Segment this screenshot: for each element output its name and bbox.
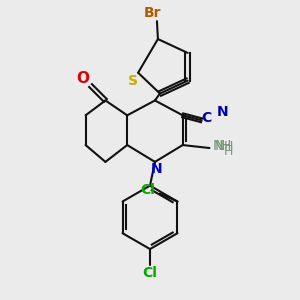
Text: H: H bbox=[223, 140, 233, 152]
Text: N: N bbox=[151, 162, 163, 176]
Text: H: H bbox=[223, 146, 233, 158]
Text: H: H bbox=[221, 139, 232, 153]
Text: Cl: Cl bbox=[142, 266, 158, 280]
Text: N: N bbox=[217, 105, 228, 119]
Text: C: C bbox=[201, 111, 212, 125]
Text: Br: Br bbox=[144, 6, 162, 20]
Text: O: O bbox=[76, 71, 89, 86]
Text: Cl: Cl bbox=[140, 183, 155, 196]
Text: N: N bbox=[214, 139, 225, 153]
Text: S: S bbox=[128, 74, 138, 88]
Text: N: N bbox=[212, 139, 223, 153]
